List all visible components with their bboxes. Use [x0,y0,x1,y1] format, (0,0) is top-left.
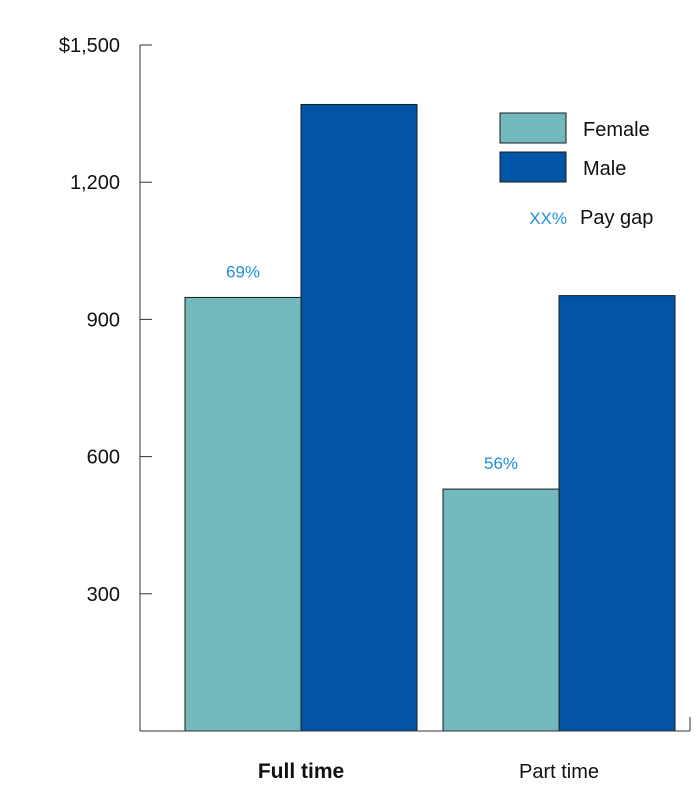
bars [184,103,676,732]
y-tick-label: $1,500 [59,35,120,57]
legend-pay-gap-label: Pay gap [580,207,653,229]
legend-swatch-female [499,112,567,144]
x-category-label: Part time [519,761,599,783]
y-tick-label: 1,200 [70,172,120,194]
bar-female-part-time [442,488,560,732]
y-axis: 300 600 900 1,200 $1,500 [59,35,152,731]
pay-gap-label: 69% [226,262,260,281]
bar-male-full-time [300,103,418,732]
legend-label-female: Female [583,119,650,141]
pay-gap-labels: 69% 56% [226,262,518,473]
y-tick-label: 600 [87,447,120,469]
bar-female-full-time [184,296,302,732]
legend-swatch-male [499,151,567,183]
x-category-label: Full time [258,760,344,783]
legend: Female Male XX% Pay gap [499,112,653,229]
legend-pay-gap-marker: XX% [529,209,567,228]
legend-label-male: Male [583,158,626,180]
bar-male-part-time [558,295,676,732]
y-tick-label: 300 [87,584,120,606]
pay-gap-label: 56% [484,454,518,473]
y-tick-label: 900 [87,309,120,331]
x-axis: Full time Part time [140,717,691,783]
